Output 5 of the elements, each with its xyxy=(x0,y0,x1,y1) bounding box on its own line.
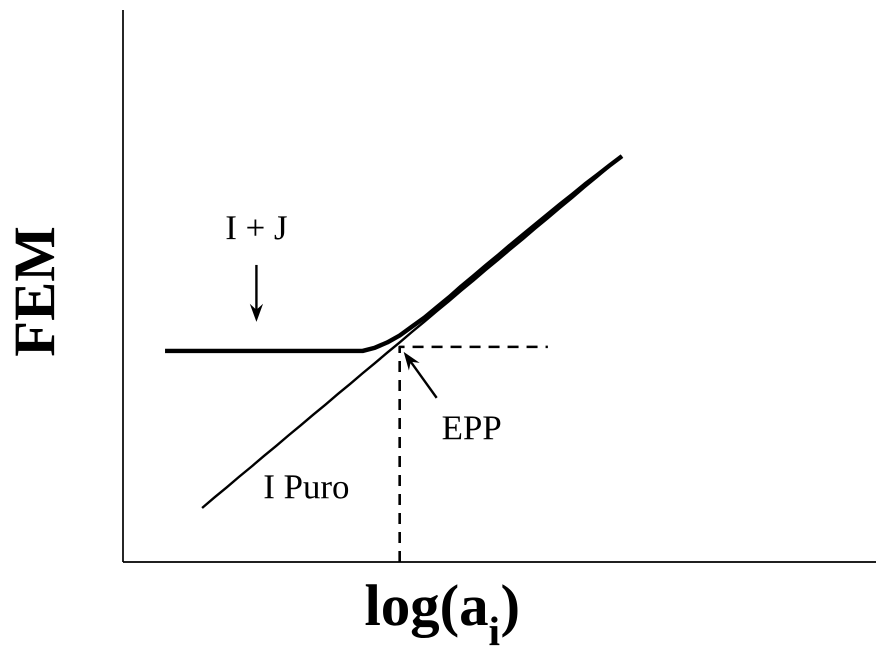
y-axis-title: FEM xyxy=(16,228,54,356)
annotation: I + J xyxy=(226,216,287,240)
series-label: I Puro xyxy=(264,475,348,499)
annotation: EPP xyxy=(442,416,500,440)
x-axis-title: log(a$_{i}$) xyxy=(366,584,518,646)
